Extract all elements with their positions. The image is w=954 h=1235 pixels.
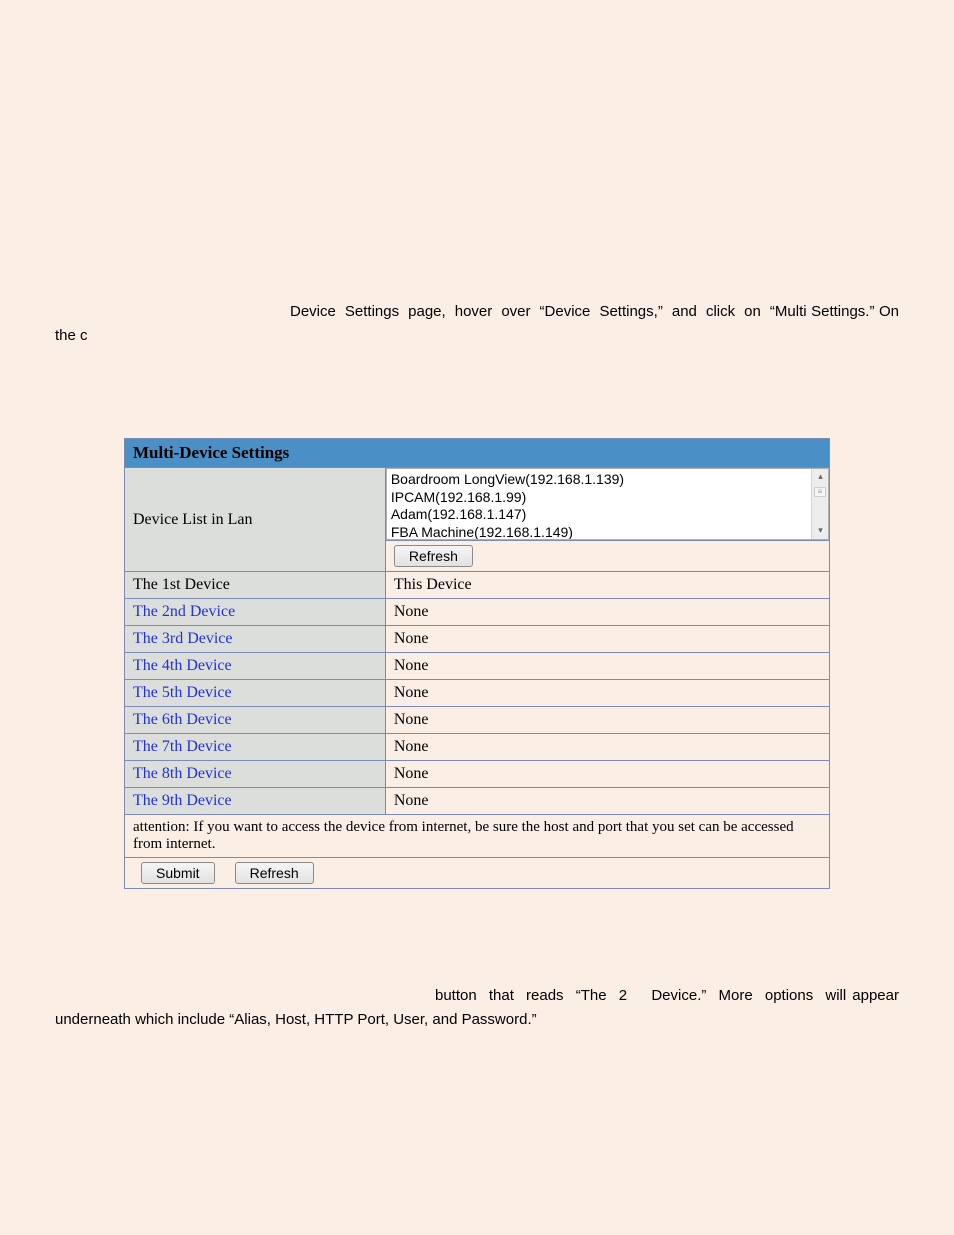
device-list-item[interactable]: Boardroom LongView(192.168.1.139) (391, 471, 810, 489)
device-row-value: None (385, 599, 829, 626)
device-list-label: Device List in Lan (125, 468, 386, 572)
refresh-button[interactable]: Refresh (394, 545, 473, 567)
table-row: The 4th Device None (125, 653, 830, 680)
table-row: The 2nd Device None (125, 599, 830, 626)
bottom-paragraph: button that reads “The 2 Device.” More o… (55, 984, 899, 1032)
table-row: The 8th Device None (125, 761, 830, 788)
device-row-label-link[interactable]: The 5th Device (133, 684, 232, 701)
submit-row: Submit Refresh (125, 858, 830, 889)
device-list-item[interactable]: IPCAM(192.168.1.99) (391, 489, 810, 507)
scroll-down-icon[interactable]: ▾ (812, 523, 829, 539)
device-row-label-link[interactable]: The 8th Device (133, 765, 232, 782)
device-row-value: None (385, 734, 829, 761)
device-list-item[interactable]: FBA Machine(192.168.1.149) (391, 524, 810, 541)
device-list-item[interactable]: Adam(192.168.1.147) (391, 506, 810, 524)
attention-text: attention: If you want to access the dev… (125, 815, 830, 858)
device-row-value: None (385, 788, 829, 815)
table-row: The 3rd Device None (125, 626, 830, 653)
device-row-label-link[interactable]: The 3rd Device (133, 630, 233, 647)
device-row-value: None (385, 653, 829, 680)
device-row-label-link[interactable]: The 2nd Device (133, 603, 235, 620)
bottom-paragraph-wrap: button that reads “The 2 Device.” More o… (55, 984, 899, 1032)
device-row-value: None (385, 761, 829, 788)
refresh-button-2[interactable]: Refresh (235, 862, 314, 884)
table-row: The 7th Device None (125, 734, 830, 761)
scroll-thumb[interactable]: ≡ (814, 487, 826, 497)
table-row: The 5th Device None (125, 680, 830, 707)
device-row-value: None (385, 680, 829, 707)
document-page: Device Settings page, hover over “Device… (0, 0, 954, 1032)
submit-button[interactable]: Submit (141, 862, 215, 884)
settings-table-container: Multi-Device Settings Device List in Lan… (124, 438, 830, 889)
device-row-label-link[interactable]: The 7th Device (133, 738, 232, 755)
top-paragraph: Device Settings page, hover over “Device… (55, 300, 899, 348)
device-row-label-link[interactable]: The 9th Device (133, 792, 232, 809)
scroll-up-icon[interactable]: ▴ (812, 469, 829, 485)
device-listbox[interactable]: Boardroom LongView(192.168.1.139) IPCAM(… (386, 468, 829, 540)
device-row-label-link[interactable]: The 4th Device (133, 657, 232, 674)
device-row-value: None (385, 707, 829, 734)
device-row-value: None (385, 626, 829, 653)
device-row-label: The 1st Device (125, 572, 386, 599)
multi-device-settings-table: Multi-Device Settings Device List in Lan… (124, 438, 830, 889)
table-row: The 6th Device None (125, 707, 830, 734)
table-row: The 9th Device None (125, 788, 830, 815)
listbox-scrollbar[interactable]: ▴ ≡ ▾ (811, 469, 828, 539)
table-row: The 1st Device This Device (125, 572, 830, 599)
device-row-label-link[interactable]: The 6th Device (133, 711, 232, 728)
device-row-value: This Device (385, 572, 829, 599)
table-title: Multi-Device Settings (125, 439, 830, 468)
